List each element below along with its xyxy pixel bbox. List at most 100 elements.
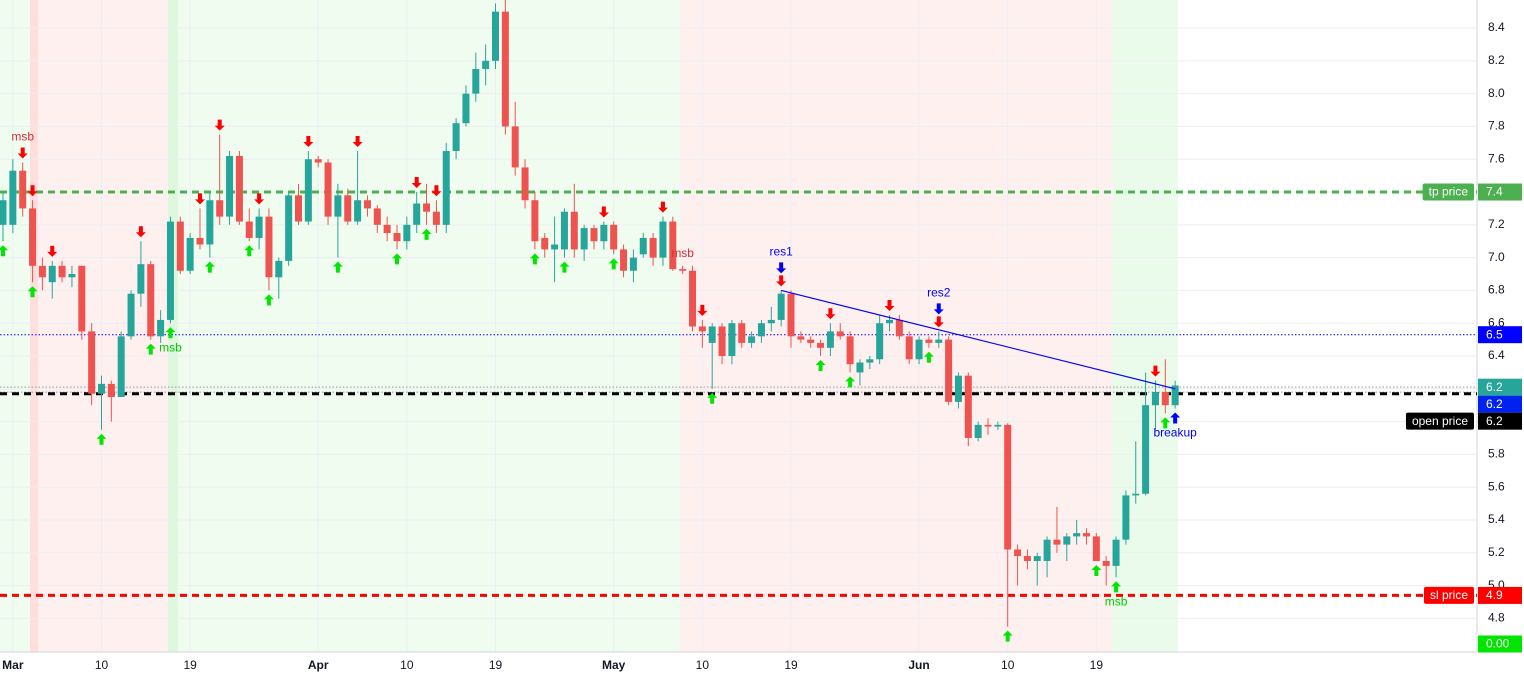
- candle-body: [38, 265, 46, 278]
- candle-body: [915, 339, 923, 360]
- candle-body: [285, 195, 293, 261]
- y-tick-label: 6.4: [1488, 348, 1505, 362]
- candle-body: [541, 237, 549, 250]
- candle-body: [698, 326, 706, 332]
- signal-arrow: [1150, 365, 1161, 377]
- signal-arrow: [1170, 412, 1181, 424]
- x-tick-label: 10: [95, 658, 109, 672]
- candle-body: [866, 359, 874, 363]
- candle-body: [817, 342, 825, 348]
- candle-body: [235, 155, 243, 222]
- price-tag-label: 0.00: [1486, 637, 1510, 651]
- candle-body: [649, 237, 657, 258]
- candle-body: [1014, 549, 1022, 557]
- zones: [0, 0, 1178, 652]
- candle-body: [531, 200, 539, 242]
- level-name: tp price: [1429, 185, 1469, 199]
- price-tag-label: 7.4: [1486, 185, 1503, 199]
- candle-body: [511, 126, 519, 168]
- candle-body: [1053, 539, 1061, 545]
- zone: [1112, 0, 1178, 652]
- candle-body: [777, 293, 785, 320]
- candle-body: [797, 336, 805, 340]
- candle-body: [48, 265, 56, 283]
- signal-arrow: [933, 316, 944, 328]
- candle-body: [492, 11, 499, 61]
- candle-body: [255, 216, 263, 238]
- candle-body: [1004, 424, 1012, 550]
- candle-body: [58, 265, 66, 278]
- candle-body: [935, 339, 943, 343]
- x-tick-label: Jun: [908, 658, 929, 672]
- candle-body: [1102, 560, 1110, 566]
- signal-arrow: [352, 136, 363, 148]
- candle-body: [275, 260, 283, 278]
- signal-arrow: [431, 185, 442, 197]
- candle-body: [1171, 385, 1179, 406]
- signal-arrow: [96, 433, 107, 445]
- price-tag: [1478, 326, 1522, 344]
- x-tick-label: 10: [400, 658, 414, 672]
- signal-arrow: [933, 303, 944, 315]
- candle-body: [295, 195, 302, 222]
- signal-arrow: [254, 193, 265, 205]
- x-tick-label: Mar: [2, 658, 24, 672]
- candle-body: [176, 221, 184, 271]
- candle-body: [98, 383, 105, 394]
- signal-arrow: [27, 185, 38, 197]
- candle-body: [984, 424, 992, 427]
- candle-body: [659, 221, 667, 258]
- signal-arrow: [608, 258, 619, 270]
- level-name: sl price: [1430, 588, 1468, 602]
- candle-body: [580, 228, 588, 250]
- candle-body: [590, 228, 598, 242]
- candle-body: [265, 216, 273, 278]
- y-tick-label: 5.4: [1488, 512, 1505, 526]
- y-tick-label: 6.6: [1488, 315, 1505, 329]
- signal-arrow: [244, 245, 255, 257]
- candle-body: [689, 270, 696, 327]
- candle-body: [403, 224, 411, 242]
- annotation: msb: [671, 246, 694, 260]
- candle-body: [708, 326, 716, 343]
- candle-body: [856, 362, 864, 373]
- candle-body: [1122, 495, 1130, 540]
- candle-body: [472, 69, 480, 94]
- candle-body: [363, 200, 371, 209]
- candle-body: [974, 424, 982, 439]
- candle-body: [718, 326, 726, 357]
- candle-body: [1023, 556, 1031, 561]
- candle-body: [738, 323, 746, 343]
- y-tick-label: 8.0: [1488, 86, 1505, 100]
- candle-body: [29, 208, 37, 266]
- candle-body: [728, 323, 736, 357]
- candle-body: [413, 203, 421, 225]
- annotation: msb: [1105, 595, 1128, 609]
- x-tick-label: 19: [1090, 658, 1104, 672]
- candle-body: [925, 339, 933, 343]
- candle-body: [68, 274, 76, 278]
- candle-body: [610, 224, 618, 250]
- signal-arrow: [47, 245, 58, 257]
- y-tick-label: 7.2: [1488, 217, 1505, 231]
- candle-body: [166, 221, 174, 320]
- signal-arrow: [657, 201, 668, 213]
- signal-arrow: [1002, 630, 1013, 642]
- annotation: msb: [11, 130, 34, 144]
- signal-arrow: [204, 261, 215, 273]
- y-tick-label: 8.4: [1488, 20, 1505, 34]
- y-tick-label: 7.0: [1488, 250, 1505, 264]
- signal-arrow: [0, 245, 8, 257]
- trendline: [781, 289, 1176, 390]
- candle-body: [551, 244, 559, 250]
- x-tick-label: 10: [696, 658, 710, 672]
- candle-body: [137, 264, 145, 294]
- signal-arrow: [598, 206, 609, 218]
- candle-body: [452, 123, 460, 152]
- signal-arrow: [559, 261, 570, 273]
- candle-body: [147, 264, 155, 337]
- candle-body: [836, 331, 844, 337]
- price-tag-label: 4.9: [1486, 588, 1503, 602]
- zone: [168, 0, 178, 652]
- zone: [178, 0, 680, 652]
